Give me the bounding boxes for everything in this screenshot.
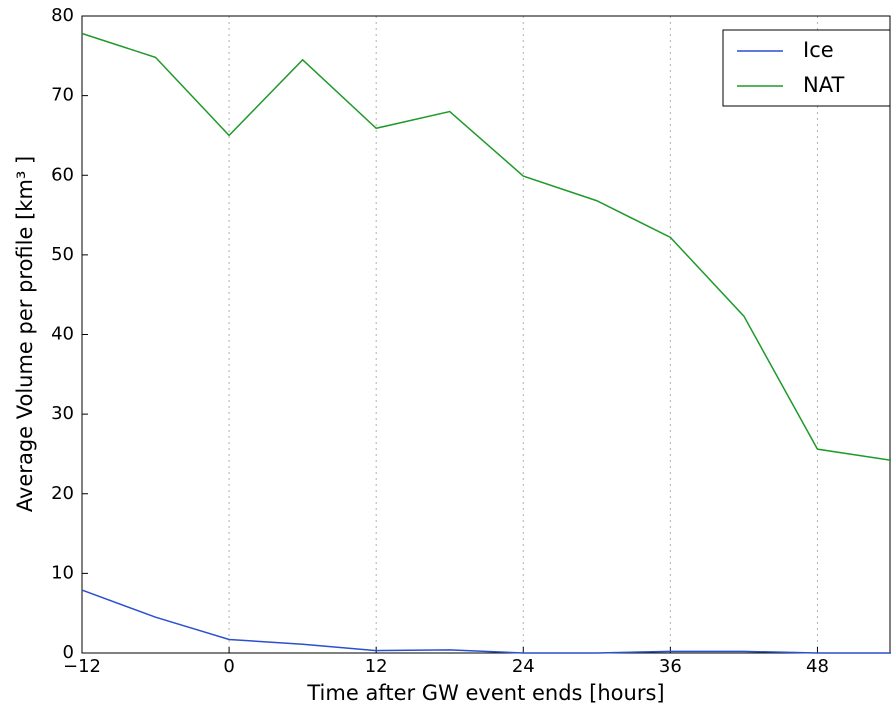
x-tick-label: −12: [63, 656, 101, 677]
y-tick-label: 70: [51, 85, 74, 106]
y-tick-label: 10: [51, 562, 74, 583]
legend-label: NAT: [803, 73, 844, 97]
y-axis-label: Average Volume per profile [km³ ]: [13, 156, 37, 512]
y-tick-label: 50: [51, 244, 74, 265]
plot-frame: [81, 15, 891, 654]
y-tick-label: 0: [63, 642, 74, 663]
y-tick-label: 30: [51, 403, 74, 424]
x-tick-label: 36: [659, 656, 682, 677]
series-line: [81, 32, 891, 462]
x-tick-label: 48: [806, 656, 829, 677]
x-tick-label: 12: [365, 656, 388, 677]
x-tick-label: 24: [512, 656, 535, 677]
y-tick-label: 80: [51, 5, 74, 26]
x-tick-label: 0: [223, 656, 234, 677]
y-tick-label: 20: [51, 483, 74, 504]
series-line: [81, 589, 891, 654]
y-tick-label: 60: [51, 164, 74, 185]
y-tick-label: 40: [51, 324, 74, 345]
x-axis-label: Time after GW event ends [hours]: [306, 681, 664, 705]
legend-label: Ice: [803, 38, 834, 62]
legend-box: [722, 29, 891, 107]
